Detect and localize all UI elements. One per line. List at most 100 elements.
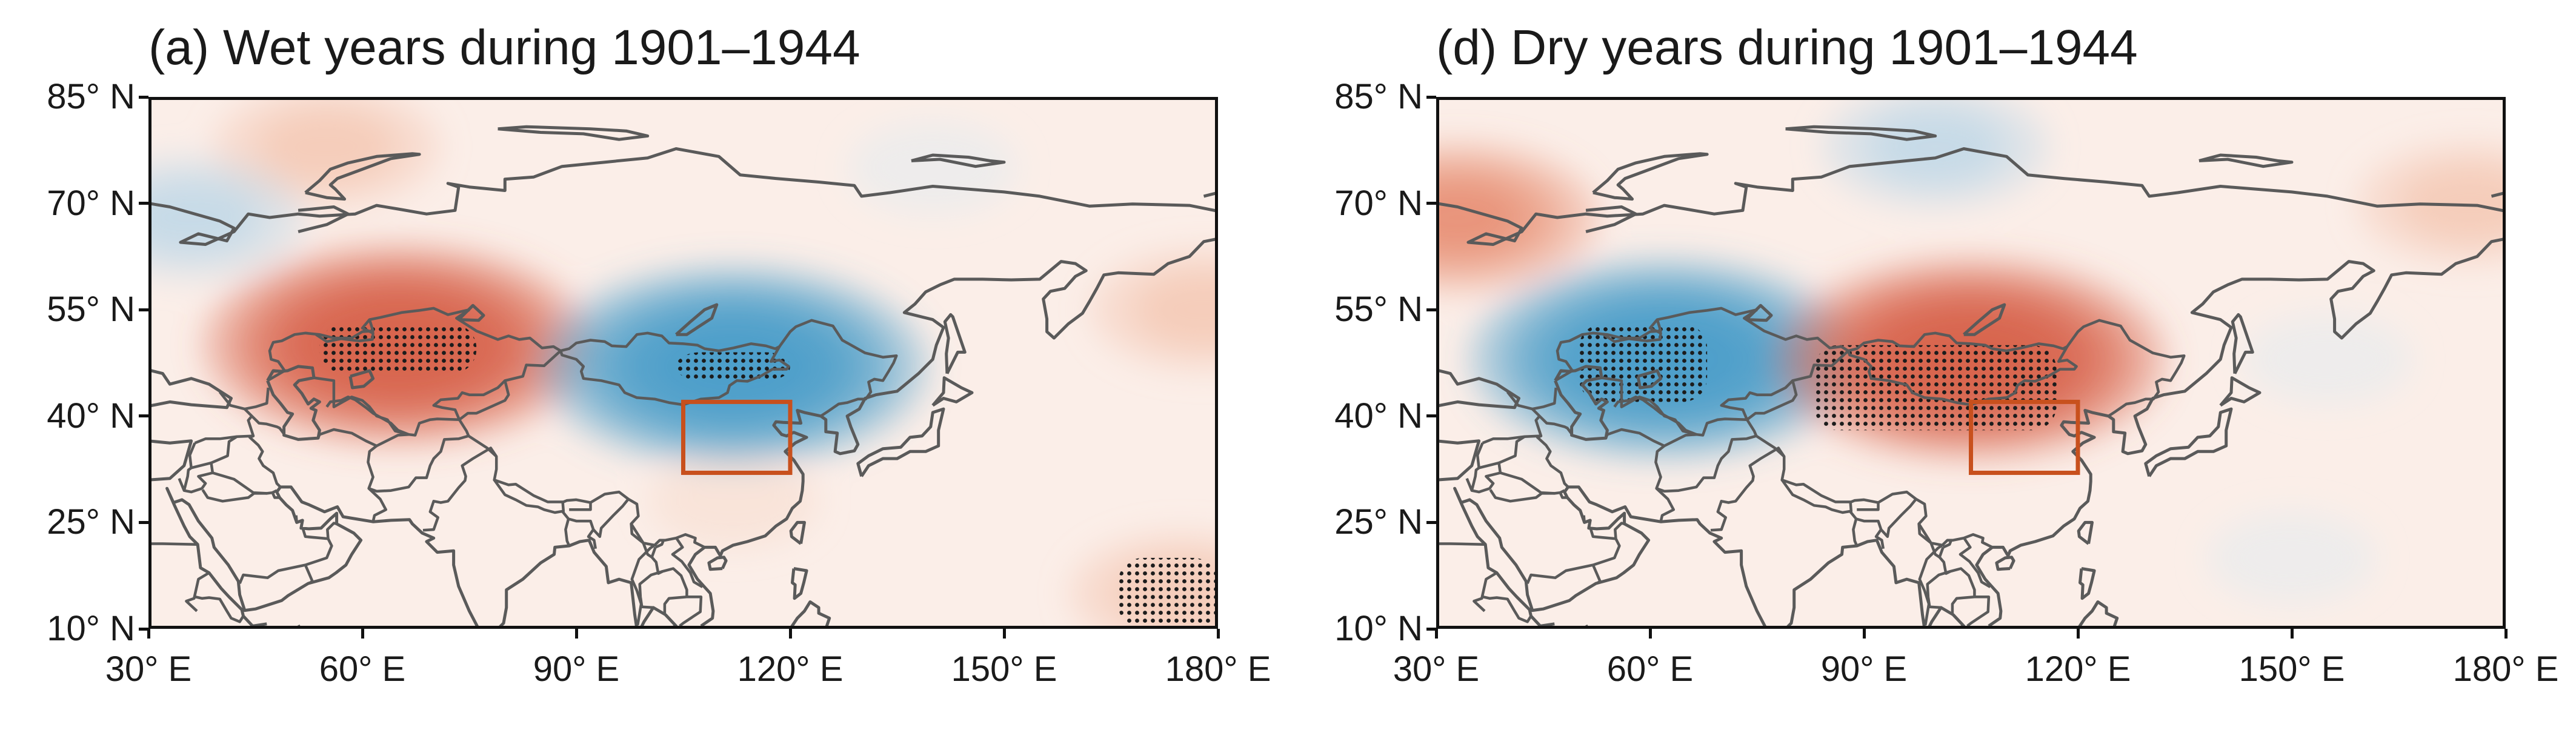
coastline — [304, 152, 421, 201]
lat-tick-label: 10° N — [47, 609, 135, 648]
country-border — [195, 596, 245, 623]
country-border — [559, 331, 790, 406]
lat-tick-label: 85° N — [47, 77, 135, 116]
lat-tick — [1426, 202, 1436, 205]
country-border — [1534, 415, 1569, 488]
lat-tick — [1426, 627, 1436, 631]
country-border — [671, 538, 704, 588]
lon-tick — [788, 629, 792, 639]
lat-tick-label: 85° N — [1334, 77, 1423, 116]
map-canvas — [1436, 97, 2506, 629]
country-border — [1951, 596, 1975, 614]
country-border — [422, 446, 498, 532]
lon-tick — [574, 629, 578, 639]
country-border — [1855, 517, 1885, 549]
coastline — [687, 237, 1218, 628]
significance-stippling — [1579, 324, 1708, 402]
lon-tick-label: 180° E — [1165, 649, 1271, 689]
lon-tick — [147, 629, 150, 639]
lon-tick — [361, 629, 364, 639]
country-border — [630, 544, 656, 626]
country-border — [1654, 434, 1757, 493]
coastline — [498, 125, 650, 141]
coastline — [148, 368, 233, 482]
lat-tick — [139, 95, 148, 99]
country-border — [630, 523, 657, 559]
country-border — [1917, 523, 1945, 559]
coastline — [2077, 520, 2094, 545]
country-border — [1603, 319, 1662, 343]
panel-a: (a) Wet years during 1901–1944 85° N 70° … — [47, 20, 1271, 689]
country-border — [569, 502, 592, 511]
country-border — [561, 511, 571, 546]
lat-tick — [1426, 520, 1436, 524]
country-border — [1591, 564, 1602, 585]
significance-stippling — [1118, 557, 1218, 629]
coastline — [1584, 624, 1589, 629]
coastline — [148, 147, 1218, 246]
country-border — [458, 350, 705, 549]
country-border — [1559, 492, 1568, 499]
negative-anomaly — [2242, 313, 2412, 406]
lat-tick-label: 10° N — [1334, 609, 1423, 648]
coastline — [1453, 485, 1768, 629]
coastline — [2076, 600, 2119, 629]
coastline — [2219, 376, 2261, 407]
country-border — [1589, 526, 1616, 540]
coastline — [2198, 153, 2294, 168]
lat-tick-label: 70° N — [1334, 183, 1423, 223]
country-border — [663, 596, 687, 614]
coastline — [789, 520, 806, 545]
country-border — [1857, 502, 1880, 511]
significance-stippling — [676, 352, 790, 381]
country-border — [185, 571, 210, 612]
country-border — [1656, 487, 1676, 522]
country-border — [313, 376, 506, 437]
negative-anomaly — [2207, 511, 2377, 605]
country-border — [1926, 570, 1951, 609]
country-border — [638, 570, 664, 609]
country-border — [1554, 307, 1758, 382]
lat-tick-label: 40° N — [1334, 396, 1423, 436]
country-border — [1465, 466, 1480, 492]
coastline — [1975, 237, 2506, 628]
lon-tick-label: 60° E — [319, 649, 406, 689]
study-region-box — [681, 399, 793, 475]
map-area — [1436, 97, 2506, 629]
lat-tick — [139, 520, 148, 524]
country-border — [368, 487, 388, 522]
map-area — [148, 97, 1218, 629]
lat-tick-label: 70° N — [47, 183, 135, 223]
country-border — [493, 479, 565, 514]
lat-tick-label: 25° N — [1334, 502, 1423, 542]
coastline — [791, 567, 808, 600]
coastline — [298, 205, 350, 233]
lat-tick — [1426, 308, 1436, 311]
country-border — [1745, 350, 1993, 549]
country-border — [1526, 563, 1594, 584]
coastline — [1786, 539, 1926, 629]
country-border — [367, 434, 469, 493]
lon-tick-label: 90° E — [533, 649, 620, 689]
coastline — [1585, 205, 1637, 233]
country-border — [188, 442, 212, 470]
significance-stippling — [319, 324, 477, 374]
country-border — [1471, 471, 1501, 494]
negative-anomaly — [1866, 110, 2005, 184]
country-border — [1497, 435, 1565, 495]
country-border — [2066, 319, 2186, 417]
coastline — [911, 153, 1006, 168]
lon-tick-label: 90° E — [1820, 649, 1908, 689]
map-canvas — [148, 97, 1218, 629]
panel-title: (a) Wet years during 1901–1944 — [148, 20, 860, 75]
coastline — [165, 485, 481, 629]
lon-tick-label: 120° E — [2025, 649, 2131, 689]
coastline — [931, 376, 974, 407]
country-border — [1582, 515, 1586, 523]
lat-tick — [1426, 414, 1436, 418]
country-border — [267, 307, 470, 382]
country-border — [1436, 542, 1486, 546]
coastline — [348, 369, 375, 390]
coastline — [943, 313, 967, 374]
country-border — [1743, 308, 1849, 353]
